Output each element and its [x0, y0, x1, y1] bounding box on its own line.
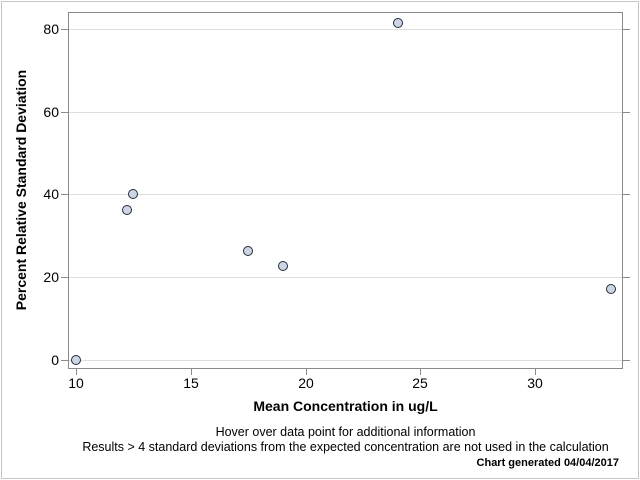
y-axis-right-tick	[623, 360, 630, 361]
y-axis-right-tick	[623, 112, 630, 113]
data-point[interactable]	[71, 354, 82, 365]
y-gridline	[69, 277, 622, 278]
data-point[interactable]	[392, 18, 403, 29]
footnote-exclusion-rule: Results > 4 standard deviations from the…	[82, 440, 609, 454]
x-axis-tick	[191, 369, 192, 375]
data-point[interactable]	[128, 189, 139, 200]
y-axis-tick	[61, 112, 68, 113]
data-point[interactable]	[277, 260, 288, 271]
y-gridline	[69, 360, 622, 361]
x-axis-tick	[420, 369, 421, 375]
x-tick-label: 15	[183, 375, 199, 391]
y-tick-label: 20	[43, 269, 59, 285]
data-point[interactable]	[606, 283, 617, 294]
x-axis-tick	[306, 369, 307, 375]
x-axis-title: Mean Concentration in ug/L	[253, 398, 438, 414]
y-axis-tick	[61, 194, 68, 195]
y-axis-tick	[61, 277, 68, 278]
x-axis-tick	[76, 369, 77, 375]
plot-area	[68, 12, 623, 369]
x-tick-label: 10	[68, 375, 84, 391]
y-axis-right-tick	[623, 194, 630, 195]
x-tick-label: 20	[298, 375, 314, 391]
y-tick-label: 0	[51, 352, 59, 368]
x-tick-label: 30	[527, 375, 543, 391]
y-tick-label: 60	[43, 104, 59, 120]
y-gridline	[69, 194, 622, 195]
y-axis-tick	[61, 360, 68, 361]
y-tick-label: 40	[43, 186, 59, 202]
footnote-hover-info: Hover over data point for additional inf…	[215, 425, 476, 439]
y-axis-right-tick	[623, 277, 630, 278]
y-tick-label: 80	[43, 21, 59, 37]
data-point[interactable]	[243, 246, 254, 257]
chart-generated-date: Chart generated 04/04/2017	[476, 457, 619, 469]
y-axis-right-tick	[623, 29, 630, 30]
x-tick-label: 25	[412, 375, 428, 391]
y-gridline	[69, 29, 622, 30]
y-axis-tick	[61, 29, 68, 30]
y-gridline	[69, 112, 622, 113]
x-axis-tick	[535, 369, 536, 375]
data-point[interactable]	[121, 205, 132, 216]
